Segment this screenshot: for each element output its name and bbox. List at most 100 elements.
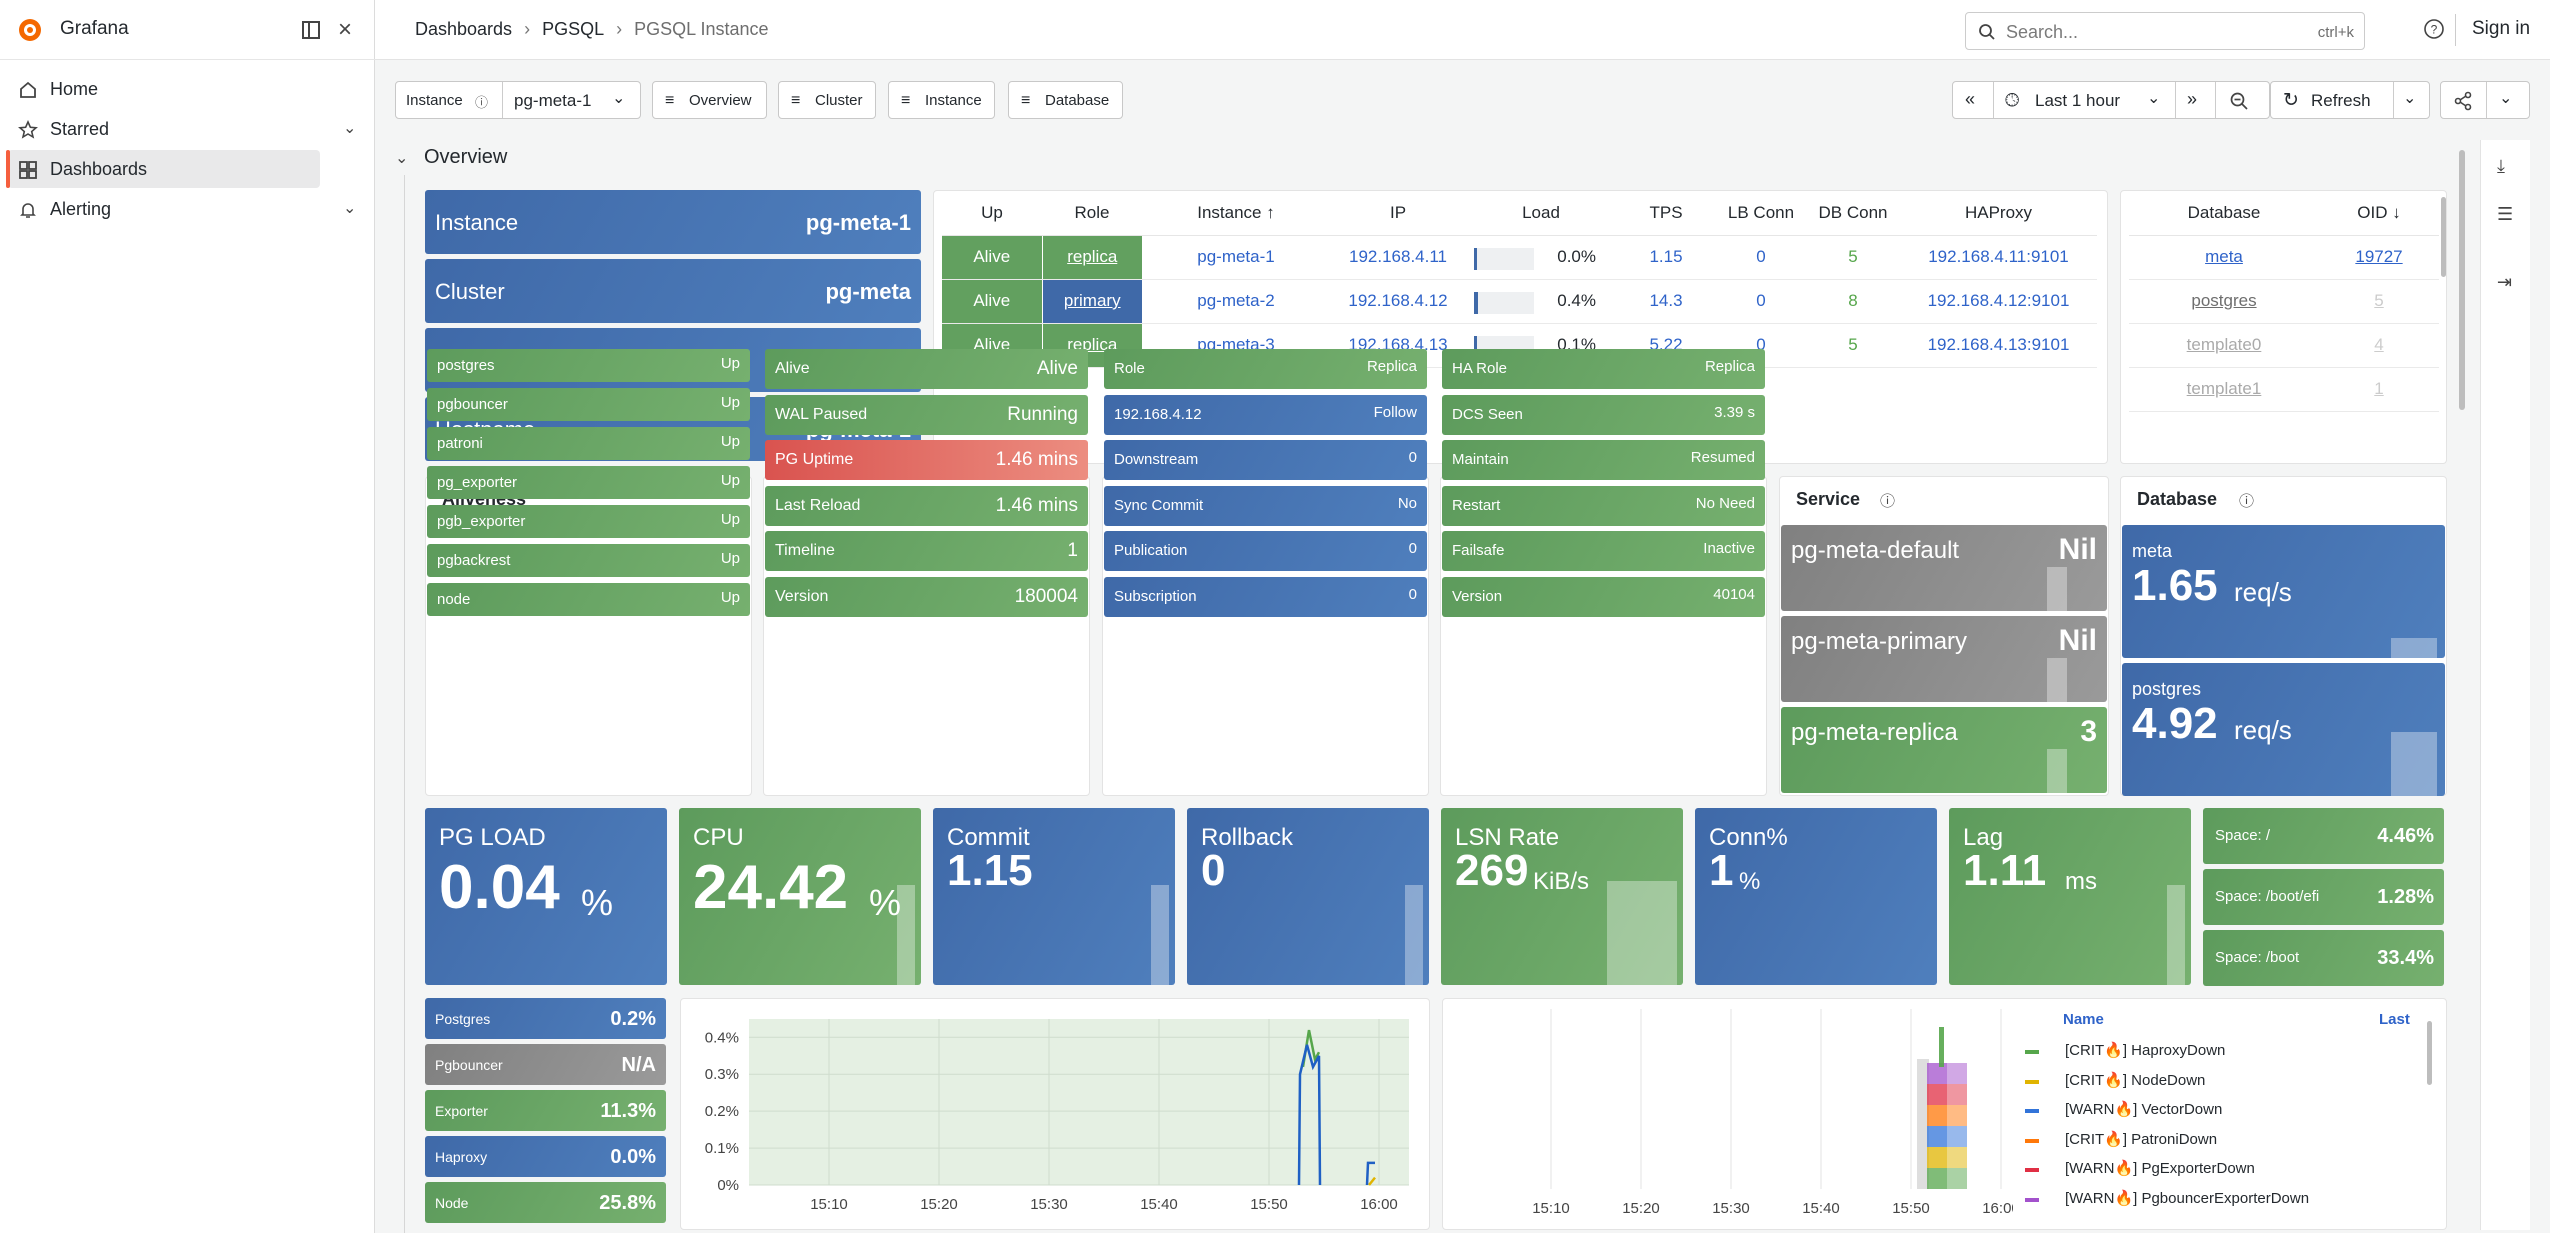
y-tick-label: 0.4% xyxy=(705,1029,739,1046)
link-label: Database xyxy=(1045,92,1110,109)
replication-row: Sync Commit No xyxy=(1104,485,1427,526)
sidebar-item-alerting[interactable]: Alerting ⌄ xyxy=(8,190,356,228)
database-link[interactable]: meta xyxy=(2129,235,2319,280)
column-header-1[interactable]: Role xyxy=(1042,191,1142,236)
database-link[interactable]: template1 xyxy=(2129,367,2319,412)
download-icon[interactable]: ⤓ xyxy=(2497,156,2505,176)
x-tick-label: 16:00 xyxy=(1982,1200,2013,1217)
column-header-0[interactable]: Up xyxy=(942,191,1042,236)
kpi-title: LSN Rate xyxy=(1455,824,1560,851)
legend-item[interactable]: [WARN🔥] VectorDown xyxy=(2025,1098,2425,1124)
row-title-overview[interactable]: Overview xyxy=(424,146,508,168)
outline-icon[interactable]: ☰ xyxy=(2497,204,2514,224)
oid-link[interactable]: 4 xyxy=(2319,323,2439,368)
legend-header-name[interactable]: Name xyxy=(2063,1011,2104,1028)
chevron-down-icon[interactable]: ⌄ xyxy=(612,90,626,107)
dashboards-icon xyxy=(19,161,37,179)
instance-link[interactable]: pg-meta-1 xyxy=(1142,235,1330,280)
kpi-unit: % xyxy=(1739,868,1761,895)
chevron-down-icon[interactable]: ⌄ xyxy=(395,150,409,167)
role-link[interactable]: primary xyxy=(1042,279,1142,324)
database-link[interactable]: postgres xyxy=(2129,279,2319,324)
sidebar-item-starred[interactable]: Starred ⌄ xyxy=(8,110,356,148)
info-icon: ⓘ xyxy=(475,95,489,110)
breadcrumb-pgsql[interactable]: PGSQL xyxy=(542,19,605,39)
close-menu-icon[interactable]: × xyxy=(338,16,353,43)
column-header-4[interactable]: Load xyxy=(1466,191,1616,236)
database-rate-title: Database xyxy=(2137,489,2218,509)
cpu-breakdown-value: 0.0% xyxy=(610,1146,656,1168)
link-database[interactable]: ≡ Database xyxy=(1008,81,1123,119)
alerts-panel: 15:10 15:20 15:30 15:40 15:50 16:00 Name Last… xyxy=(1442,998,2447,1230)
legend-item[interactable]: [WARN🔥] PgExporterDown xyxy=(2025,1157,2425,1183)
database-rate-value: 4.92 xyxy=(2132,699,2218,748)
haproxy-link[interactable]: 192.168.4.12:9101 xyxy=(1900,279,2097,324)
page-scrollbar[interactable] xyxy=(2459,150,2465,410)
oid-link[interactable]: 19727 xyxy=(2319,235,2439,280)
tps-cell: 1.15 xyxy=(1616,235,1716,280)
column-header-0[interactable]: Database xyxy=(2129,191,2319,236)
instance-link[interactable]: pg-meta-2 xyxy=(1142,279,1330,324)
link-instance[interactable]: ≡ Instance xyxy=(888,81,995,119)
table-scrollbar[interactable] xyxy=(2441,197,2446,277)
column-header-1[interactable]: OID ↓ xyxy=(2319,191,2439,236)
column-header-2[interactable]: Instance ↑ xyxy=(1142,191,1330,236)
chevron-down-icon[interactable]: ⌄ xyxy=(343,200,357,217)
chevron-down-icon[interactable]: ⌄ xyxy=(2499,90,2513,107)
tps-cell: 14.3 xyxy=(1616,279,1716,324)
database-link[interactable]: template0 xyxy=(2129,323,2319,368)
aliveness-row: pgbackrest Up xyxy=(427,544,750,577)
collapse-right-icon[interactable]: ⇥ xyxy=(2497,272,2513,292)
chevron-down-icon[interactable]: ⌄ xyxy=(2147,90,2161,107)
x-tick-label: 15:30 xyxy=(1030,1196,1068,1213)
zoom-out-icon[interactable] xyxy=(2229,91,2249,111)
chevron-down-icon[interactable]: ⌄ xyxy=(343,120,357,137)
x-tick-label: 15:20 xyxy=(1622,1200,1660,1217)
column-header-7[interactable]: DB Conn xyxy=(1806,191,1900,236)
row-label: Version xyxy=(775,587,829,605)
shift-forward-icon[interactable]: » xyxy=(2187,89,2198,109)
sidebar-item-dashboards[interactable]: Dashboards xyxy=(6,150,320,188)
link-cluster[interactable]: ≡ Cluster xyxy=(778,81,876,119)
oid-link[interactable]: 1 xyxy=(2319,367,2439,412)
legend-item[interactable]: [CRIT🔥] NodeDown xyxy=(2025,1069,2425,1095)
column-header-5[interactable]: TPS xyxy=(1616,191,1716,236)
info-stat-label: Instance xyxy=(435,210,519,235)
column-header-8[interactable]: HAProxy xyxy=(1900,191,2097,236)
brand-bar: Grafana × xyxy=(0,0,375,60)
grafana-logo-icon[interactable] xyxy=(16,16,44,44)
legend-item[interactable]: [CRIT🔥] HaproxyDown xyxy=(2025,1039,2425,1065)
sidebar-item-home[interactable]: Home xyxy=(8,70,320,108)
time-controls: « 🕓︎ Last 1 hour ⌄ » xyxy=(1952,81,2270,119)
ip-link[interactable]: 192.168.4.11 xyxy=(1330,235,1466,280)
legend-item[interactable]: [WARN🔥] PgbouncerExporterDown xyxy=(2025,1187,2425,1213)
kpi-title: PG LOAD xyxy=(439,824,546,851)
sign-in-link[interactable]: Sign in xyxy=(2472,18,2531,39)
share-button[interactable]: ⌄ xyxy=(2440,81,2530,119)
haproxy-link[interactable]: 192.168.4.13:9101 xyxy=(1900,323,2097,368)
refresh-button[interactable]: ↻ Refresh ⌄ xyxy=(2270,81,2430,119)
legend-scrollbar[interactable] xyxy=(2427,1021,2432,1085)
instance-select[interactable]: pg-meta-1 xyxy=(514,91,592,110)
ip-link[interactable]: 192.168.4.12 xyxy=(1330,279,1466,324)
haproxy-link[interactable]: 192.168.4.11:9101 xyxy=(1900,235,2097,280)
shift-back-icon[interactable]: « xyxy=(1965,89,1976,109)
breadcrumb-dashboards[interactable]: Dashboards xyxy=(415,19,513,39)
column-header-3[interactable]: IP xyxy=(1330,191,1466,236)
bar-segment xyxy=(1947,1105,1967,1126)
sparkline xyxy=(2047,567,2067,611)
legend-item[interactable]: [CRIT🔥] PatroniDown xyxy=(2025,1128,2425,1154)
column-header-6[interactable]: LB Conn xyxy=(1716,191,1806,236)
search-input[interactable]: Search... ctrl+k xyxy=(1965,12,2365,50)
dock-menu-icon[interactable] xyxy=(301,20,321,40)
replication-row: Downstream 0 xyxy=(1104,440,1427,480)
chevron-down-icon[interactable]: ⌄ xyxy=(2403,90,2417,107)
role-link[interactable]: replica xyxy=(1042,235,1142,280)
cpu-breakdown-stat: Exporter 11.3% xyxy=(425,1090,666,1131)
table-row: template1 1 xyxy=(2129,367,2439,412)
oid-link[interactable]: 5 xyxy=(2319,279,2439,324)
help-icon[interactable]: ? xyxy=(2423,18,2445,40)
link-overview[interactable]: ≡ Overview xyxy=(652,81,767,119)
legend-header-last[interactable]: Last xyxy=(2379,1011,2410,1028)
time-range-picker[interactable]: Last 1 hour xyxy=(2035,91,2121,110)
